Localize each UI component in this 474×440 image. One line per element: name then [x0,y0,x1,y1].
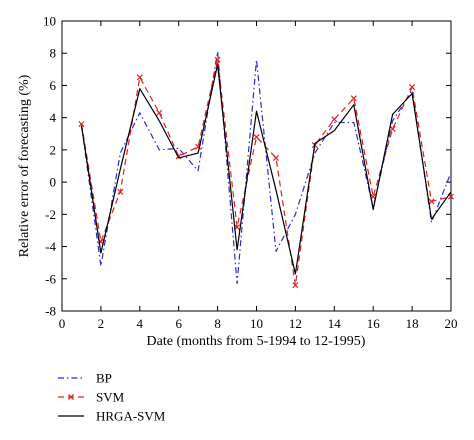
series-line-hrga-svm [80,63,452,275]
marker-stroke [409,84,416,91]
legend-label-svm: SVM [96,390,125,405]
data-point-svm [136,74,143,81]
marker-stroke [117,188,124,195]
data-point-svm [292,282,299,289]
marker-stroke [214,56,221,63]
marker-stroke [156,109,163,116]
marker-stroke [272,154,279,161]
x-tick-label: 12 [289,316,302,331]
marker-stroke [331,116,338,123]
legend: BP SVM HRGA-SVM [58,371,166,424]
data-point-svm [350,95,357,102]
y-tick-label: 4 [50,110,57,125]
x-tick-label: 4 [137,316,144,331]
marker-stroke [350,95,357,102]
y-tick-label: 6 [50,78,57,93]
data-point-svm [272,154,279,161]
data-point-svm [409,84,416,91]
series-line-svm [80,59,452,286]
y-tick-label: -4 [45,239,56,254]
data-point-svm [389,125,396,132]
marker-stroke [428,198,435,205]
marker-stroke [78,121,85,128]
marker-stroke [292,282,299,289]
x-tick-label: 16 [367,316,381,331]
x-tick-label: 18 [406,316,419,331]
y-axis-label: Relative error of forecasting (%) [17,74,32,257]
data-point-svm [428,198,435,205]
x-tick-label: 2 [98,316,105,331]
data-point-svm [78,121,85,128]
legend-marker [67,393,75,401]
marker-stroke [136,74,143,81]
data-point-svm [156,109,163,116]
data-point-svm [253,133,260,141]
y-tick-label: -2 [45,207,56,222]
y-tick-label: -8 [45,304,56,319]
marker-stroke [447,193,455,200]
axis-ticks: 0 2 4 6 8 10 12 14 16 18 20 -8 -6 -4 -2 0 2 4 6 8 10 [43,14,458,332]
x-tick-label: 6 [175,316,182,331]
x-tick-label: 8 [214,316,221,331]
marker-stroke [389,125,396,132]
legend-label-hrga-svm: HRGA-SVM [96,409,166,424]
y-tick-label: -6 [45,271,56,286]
legend-label-bp: BP [96,371,112,386]
marker-stroke [253,133,260,141]
x-tick-label: 20 [445,316,458,331]
y-tick-label: 0 [50,175,57,190]
y-tick-label: 2 [50,142,57,157]
x-tick-label: 10 [250,316,263,331]
data-point-svm [214,56,221,63]
marker-stroke [175,153,182,160]
plot-area [61,20,452,312]
y-tick-label: 8 [50,46,57,61]
series-layer [78,50,455,289]
x-tick-label: 14 [328,316,342,331]
x-tick-label: 0 [59,316,66,331]
series-line-bp [80,50,452,285]
data-point-svm [117,188,124,195]
data-point-svm [331,116,338,123]
y-tick-label: 10 [43,14,56,29]
x-axis-label: Date (months from 5-1994 to 12-1995) [147,334,366,349]
